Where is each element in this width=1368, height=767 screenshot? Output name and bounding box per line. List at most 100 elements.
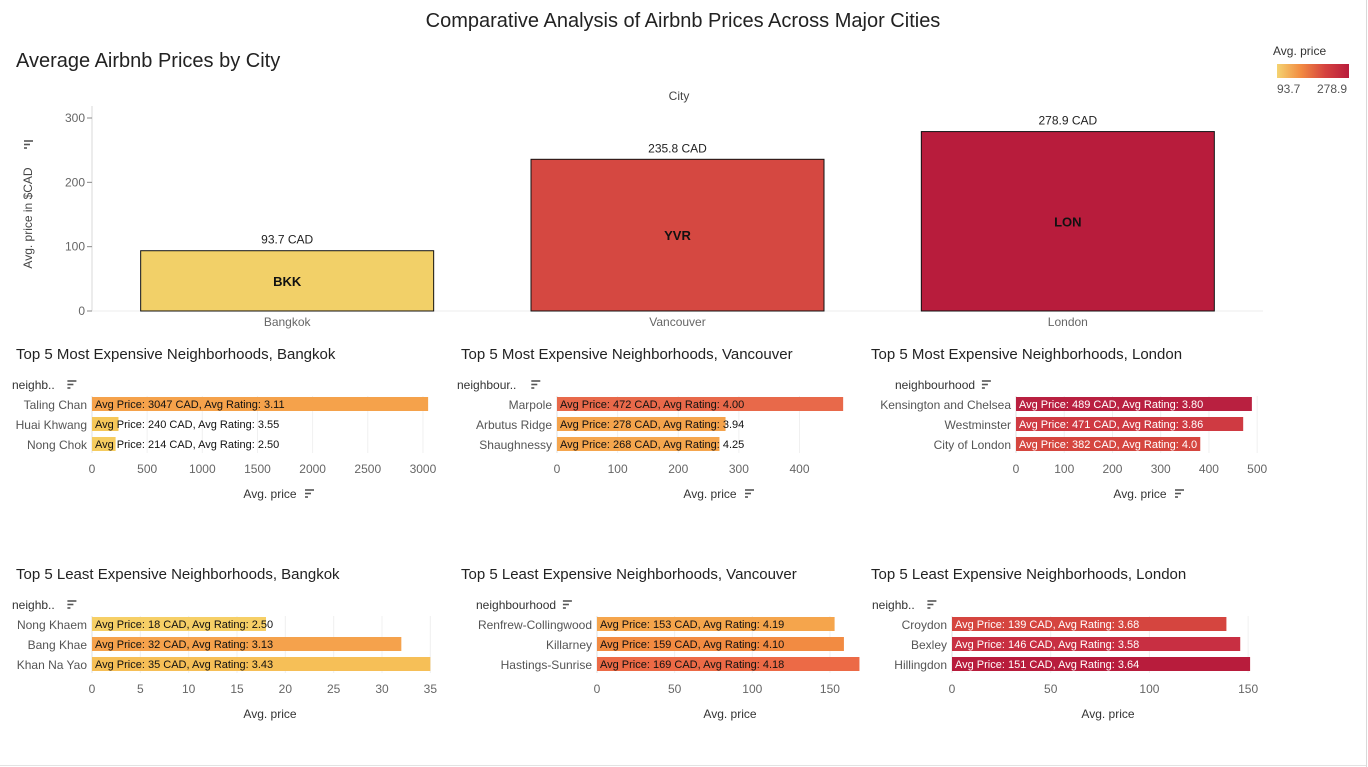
sort-icon[interactable] — [745, 489, 754, 498]
bar[interactable] — [557, 437, 720, 451]
bar-data-label: Avg Price: 169 CAD, Avg Rating: 4.18 — [600, 659, 784, 671]
row-label: Taling Chan — [24, 398, 87, 412]
dimension-header: neighb.. — [872, 598, 915, 612]
bar-data-label: Avg Price: 139 CAD, Avg Rating: 3.68 — [955, 619, 1139, 631]
x-tick-label: 400 — [789, 462, 809, 476]
x-tick-label: 100 — [742, 682, 762, 696]
x-tick-label: 2000 — [299, 462, 326, 476]
sort-icon[interactable] — [927, 600, 937, 609]
x-tick-label: 25 — [327, 682, 341, 696]
vancouver-least-expensive-chart[interactable]: Top 5 Least Expensive Neighborhoods, Van… — [455, 560, 865, 730]
bar[interactable] — [952, 657, 1251, 671]
bar-code-bangkok: BKK — [273, 274, 302, 289]
data-label-bangkok: 93.7 CAD — [261, 233, 313, 247]
london-least-expensive-chart[interactable]: Top 5 Least Expensive Neighborhoods, Lon… — [865, 560, 1270, 730]
sort-icon[interactable] — [67, 380, 77, 389]
bar[interactable] — [92, 417, 119, 431]
bar-data-label: Avg Price: 146 CAD, Avg Rating: 3.58 — [955, 639, 1139, 651]
dimension-header: neighbourhood — [476, 598, 556, 612]
bar-code-london: LON — [1054, 214, 1081, 229]
x-tick-label: 15 — [230, 682, 244, 696]
sort-icon[interactable] — [981, 380, 991, 389]
bar-data-label: Avg Price: 471 CAD, Avg Rating: 3.86 — [1019, 419, 1203, 431]
x-tick-label: 150 — [1238, 682, 1258, 696]
bar-data-label: Avg Price: 268 CAD, Avg Rating: 4.25 — [560, 439, 744, 451]
bar-data-label: Avg Price: 240 CAD, Avg Rating: 3.55 — [95, 419, 279, 431]
sort-icon[interactable] — [562, 600, 572, 609]
y-tick-label: 100 — [65, 240, 85, 254]
legend-max-label: 278.9 — [1317, 82, 1348, 96]
dashboard-title: Comparative Analysis of Airbnb Prices Ac… — [425, 10, 941, 32]
bar-data-label: Avg Price: 153 CAD, Avg Rating: 4.19 — [600, 619, 784, 631]
x-tick-label: 0 — [1013, 462, 1020, 476]
legend-gradient — [1277, 64, 1349, 78]
bar[interactable] — [1016, 417, 1244, 431]
bar[interactable] — [92, 397, 429, 411]
bar[interactable] — [952, 637, 1241, 651]
sort-icon[interactable] — [531, 380, 541, 389]
chart-title: Top 5 Least Expensive Neighborhoods, Ban… — [16, 566, 340, 583]
bar[interactable] — [597, 657, 860, 671]
bar-data-label: Avg Price: 3047 CAD, Avg Rating: 3.11 — [95, 399, 285, 411]
y-tick-label: 200 — [65, 175, 85, 189]
right-border — [1366, 0, 1367, 767]
bar[interactable] — [1016, 397, 1252, 411]
x-tick-label: 0 — [949, 682, 956, 696]
row-label: Shaughnessy — [479, 438, 552, 452]
x-tick-label: 3000 — [410, 462, 437, 476]
sort-icon[interactable] — [305, 489, 314, 498]
x-tick-label: 20 — [279, 682, 293, 696]
bar[interactable] — [597, 617, 835, 631]
bangkok-least-expensive-chart[interactable]: Top 5 Least Expensive Neighborhoods, Ban… — [0, 560, 455, 730]
main-chart-header: City — [669, 89, 690, 103]
chart-title: Top 5 Least Expensive Neighborhoods, Lon… — [871, 566, 1186, 583]
bar[interactable] — [92, 637, 402, 651]
row-label: Hillingdon — [894, 658, 947, 672]
x-axis-title: Avg. price — [1113, 487, 1166, 501]
x-axis-title: Avg. price — [243, 707, 296, 721]
row-label: Bang Khae — [28, 638, 88, 652]
chart-title: Top 5 Most Expensive Neighborhoods, Bang… — [16, 346, 336, 363]
bar-data-label: Avg Price: 382 CAD, Avg Rating: 4.0 — [1019, 439, 1197, 451]
bar-london[interactable] — [920, 131, 1215, 312]
sort-descending-icon[interactable] — [24, 140, 33, 149]
row-label: Nong Khaem — [17, 618, 87, 632]
bar[interactable] — [557, 417, 726, 431]
bar[interactable] — [92, 617, 266, 631]
x-tick-label: 300 — [729, 462, 749, 476]
row-label: Hastings-Sunrise — [501, 658, 593, 672]
row-label: Huai Khwang — [16, 418, 87, 432]
bar[interactable] — [92, 657, 431, 671]
legend-title: Avg. price — [1273, 44, 1327, 58]
city-price-chart[interactable]: Average Airbnb Prices by City City Avg. pr… — [0, 40, 1270, 340]
bar[interactable] — [92, 437, 116, 451]
sort-icon[interactable] — [67, 600, 77, 609]
chart-title: Top 5 Most Expensive Neighborhoods, Lond… — [871, 346, 1182, 363]
chart-title: Top 5 Least Expensive Neighborhoods, Van… — [461, 566, 797, 583]
bar[interactable] — [1016, 437, 1201, 451]
bar[interactable] — [597, 637, 844, 651]
color-legend[interactable]: Avg. price 93.7 278.9 — [1270, 44, 1360, 96]
bar-vancouver[interactable] — [530, 158, 825, 312]
x-tick-label: 50 — [1044, 682, 1058, 696]
y-tick-label: 300 — [65, 111, 85, 125]
x-tick-label: 0 — [89, 462, 96, 476]
x-tick-label: Vancouver — [649, 315, 705, 329]
row-label: Bexley — [911, 638, 947, 652]
bar[interactable] — [557, 397, 844, 411]
bar[interactable] — [952, 617, 1227, 631]
vancouver-most-expensive-chart[interactable]: Top 5 Most Expensive Neighborhoods, Vanc… — [455, 340, 865, 510]
sort-icon[interactable] — [1175, 489, 1184, 498]
x-tick-label: 100 — [1054, 462, 1074, 476]
london-most-expensive-chart[interactable]: Top 5 Most Expensive Neighborhoods, Lond… — [865, 340, 1270, 510]
dimension-header: neighb.. — [12, 378, 55, 392]
dimension-header: neighb.. — [12, 598, 55, 612]
x-axis-title: Avg. price — [243, 487, 296, 501]
x-tick-label: 0 — [554, 462, 561, 476]
row-label: Croydon — [902, 618, 947, 632]
bangkok-most-expensive-chart[interactable]: Top 5 Most Expensive Neighborhoods, Bang… — [0, 340, 455, 510]
bar-bangkok[interactable] — [140, 250, 435, 312]
x-tick-label: 5 — [137, 682, 144, 696]
chart-title: Top 5 Most Expensive Neighborhoods, Vanc… — [461, 346, 793, 363]
bar-data-label: Avg Price: 32 CAD, Avg Rating: 3.13 — [95, 639, 273, 651]
